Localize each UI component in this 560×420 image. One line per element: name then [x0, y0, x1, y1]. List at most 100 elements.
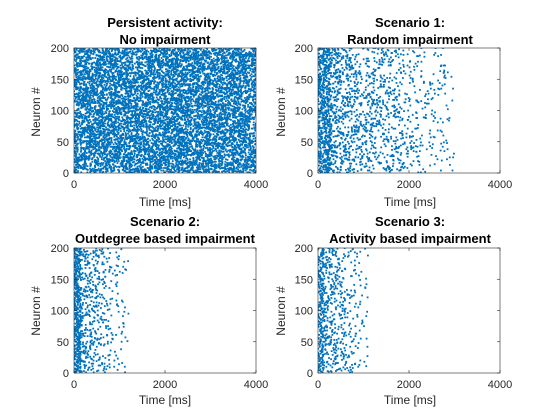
spike-point [155, 138, 158, 141]
spike-point [113, 160, 116, 163]
spike-point [160, 147, 163, 150]
spike-point [235, 129, 237, 132]
spike-point [82, 140, 85, 143]
spike-point [215, 157, 218, 159]
spike-point [91, 130, 94, 133]
spike-point [129, 153, 132, 156]
spike-point [120, 111, 122, 114]
spike-point [94, 170, 97, 173]
spike-point [245, 164, 248, 167]
spike-point [169, 145, 172, 148]
spike-point [93, 132, 96, 135]
spike-point [202, 158, 205, 161]
spike-point [210, 152, 213, 154]
spike-point [165, 155, 167, 158]
spike-point [144, 119, 147, 122]
spike-point [111, 158, 114, 161]
spike-point [102, 101, 105, 104]
spike-point [166, 118, 169, 121]
spike-point [235, 112, 237, 114]
spike-point [128, 152, 131, 155]
spike-point [214, 140, 217, 143]
spike-point [176, 150, 179, 153]
spike-point [254, 167, 256, 169]
spike-point [167, 170, 170, 173]
spike-point [202, 147, 205, 150]
spike-point [113, 127, 116, 130]
spike-point [102, 132, 105, 134]
spike-point [203, 123, 206, 126]
spike-point [143, 131, 146, 134]
spike-point [177, 165, 180, 168]
spike-point [159, 113, 162, 116]
spike-point [173, 123, 176, 126]
spike-point [99, 106, 102, 109]
spike-point [222, 147, 224, 150]
spike-point [202, 163, 204, 166]
spike-point [79, 133, 82, 136]
spike-point [111, 152, 114, 155]
spike-point [149, 123, 152, 126]
spike-point [131, 105, 134, 108]
spike-point [151, 160, 153, 163]
spike-point [152, 115, 155, 118]
spike-point [219, 112, 221, 115]
spike-point [182, 137, 185, 140]
spike-point [113, 111, 115, 114]
spike-point [151, 145, 153, 148]
spike-point [209, 164, 212, 167]
spike-point [219, 156, 222, 159]
spike-point [89, 171, 92, 173]
spike-point [86, 168, 89, 171]
spike-point [254, 154, 256, 157]
spike-point [107, 133, 109, 136]
spike-point [98, 148, 100, 151]
spike-point [249, 140, 252, 143]
spike-point [168, 165, 170, 168]
spike-point [238, 148, 241, 151]
spike-point [202, 132, 205, 135]
spike-point [109, 105, 112, 108]
spike-point [104, 102, 107, 104]
spike-point [234, 122, 237, 125]
spike-point [192, 153, 195, 156]
spike-point [139, 166, 142, 169]
spike-point [76, 102, 79, 105]
spike-point [226, 163, 229, 166]
spike-point [173, 133, 176, 136]
spike-point [104, 130, 106, 133]
spike-point [124, 107, 127, 110]
spike-point [94, 161, 96, 164]
spike-point [100, 152, 103, 154]
spike-point [81, 127, 83, 129]
spike-point [146, 167, 149, 169]
spike-point [213, 128, 216, 131]
spike-point [214, 163, 217, 166]
spike-point [93, 107, 96, 109]
spike-point [136, 105, 139, 108]
spike-point [157, 102, 160, 104]
spike-point [234, 144, 236, 147]
spike-point [95, 112, 98, 115]
spike-point [222, 150, 225, 153]
spike-point [136, 108, 139, 111]
spike-point [209, 108, 211, 111]
spike-point [165, 132, 167, 134]
spike-point [95, 118, 98, 121]
spike-point [216, 152, 219, 154]
spike-point [127, 127, 130, 130]
spike-point [119, 139, 122, 142]
spike-point [218, 138, 220, 141]
spike-point [80, 122, 83, 124]
spike-point [212, 127, 215, 130]
spike-point [148, 127, 150, 129]
spike-point [217, 154, 220, 157]
spike-point [174, 122, 176, 125]
spike-point [157, 114, 159, 117]
spike-point [209, 128, 212, 131]
spike-point [178, 162, 181, 165]
spike-point [223, 125, 226, 128]
spike-point [124, 110, 127, 113]
spike-point [193, 161, 196, 164]
spike-point [214, 109, 217, 112]
